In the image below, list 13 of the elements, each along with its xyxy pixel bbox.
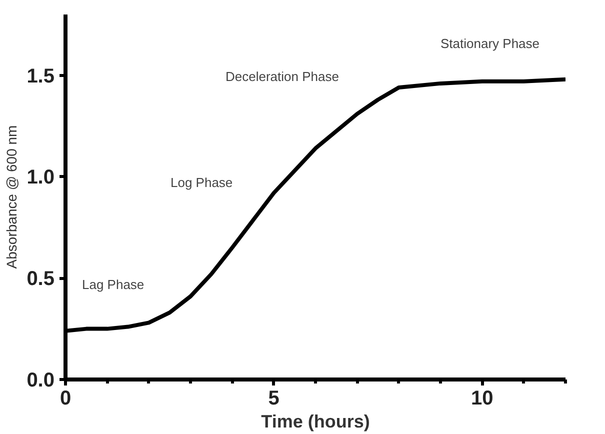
y-tick-label: 1.0 [26,166,55,189]
x-axis-title: Time (hours) [261,412,370,432]
annotation: Lag Phase [82,277,144,292]
annotation: Stationary Phase [440,36,540,52]
x-tick-label: 5 [268,388,280,410]
y-tick-label: 1.5 [26,65,55,88]
y-tick-label: 0.0 [26,370,55,392]
annotation: Deceleration Phase [226,69,339,84]
y-axis-title: Absorbance @ 600 nm [4,125,20,269]
x-tick-label: 10 [471,388,494,410]
y-tick-label: 0.5 [26,268,55,290]
x-tick-label: 0 [60,388,72,410]
annotation: Log Phase [170,174,233,190]
